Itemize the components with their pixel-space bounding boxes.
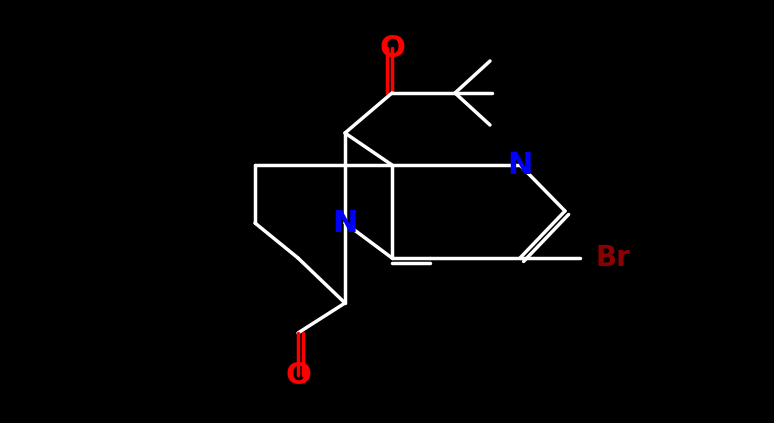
Text: O: O [285,360,311,390]
Text: N: N [507,151,533,179]
Text: N: N [332,209,358,237]
Text: O: O [379,33,405,63]
Text: Br: Br [595,244,630,272]
